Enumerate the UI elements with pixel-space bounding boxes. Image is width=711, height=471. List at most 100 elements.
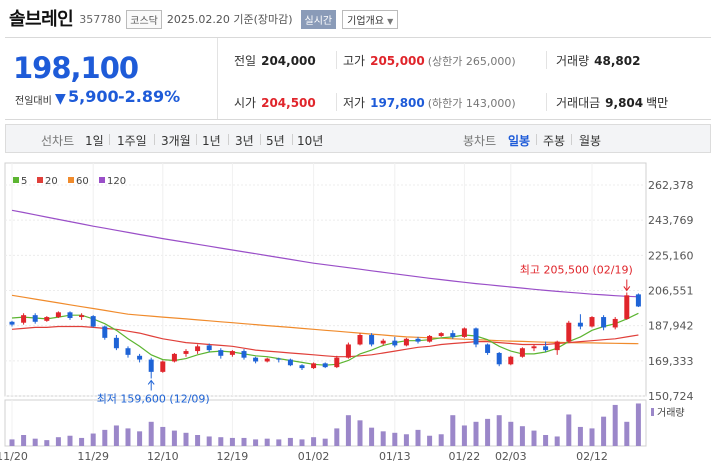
volume-bar	[287, 437, 293, 446]
period-10y[interactable]: 10년	[297, 134, 324, 148]
y-tick-label: 243,769	[648, 214, 694, 227]
volume-bar	[635, 403, 641, 446]
volume-bar	[90, 433, 96, 446]
candle-body	[577, 322, 583, 327]
candle-body	[206, 345, 212, 351]
amount-value: 9,804	[605, 96, 644, 110]
candle-body	[334, 357, 340, 368]
period-selector: 선차트 1일 1주일 3개월 1년 3년 5년 10년 봉차트 일봉 주봉 월봉	[5, 124, 711, 153]
volume-bar	[67, 435, 73, 446]
volume-bar	[102, 429, 108, 446]
volume-bar	[345, 415, 351, 446]
y-tick-label: 262,378	[648, 179, 694, 192]
amount-cell: 거래대금 9,804 백만	[556, 94, 668, 111]
candle-body	[322, 363, 328, 368]
candle-body	[357, 335, 363, 345]
divider	[546, 93, 547, 111]
period-3m[interactable]: 3개월	[161, 134, 191, 148]
volume-bar	[125, 428, 131, 446]
period-monthly[interactable]: 월봉	[579, 134, 602, 148]
candle-body	[102, 326, 108, 338]
candle-body	[531, 346, 537, 349]
line-chart-label: 선차트	[41, 134, 75, 148]
x-tick-label: 02/03	[495, 450, 527, 463]
legend-label-60: 60	[76, 176, 89, 187]
amount-label: 거래대금	[556, 96, 601, 110]
candle-body	[311, 363, 317, 369]
down-arrow-icon: ▼	[55, 91, 66, 107]
company-overview-dropdown[interactable]: 기업개요 ▼	[342, 9, 399, 29]
market-badge: 코스닥	[126, 9, 162, 29]
period-1w[interactable]: 1주일	[117, 134, 147, 148]
candle-body	[241, 351, 247, 358]
candle-chart-label: 봉차트	[463, 134, 497, 148]
period-daily[interactable]: 일봉	[508, 134, 531, 148]
divider	[546, 51, 547, 69]
candle-body	[427, 335, 433, 342]
volume-bar	[566, 414, 572, 446]
period-3y[interactable]: 3년	[235, 134, 254, 148]
change-value: 5,900	[68, 87, 119, 106]
volume-bar	[137, 431, 143, 446]
volume-bar	[148, 421, 154, 446]
volume-bar	[357, 420, 363, 446]
period-1d[interactable]: 1일	[85, 134, 104, 148]
volume-bar	[496, 415, 502, 446]
volume-bar	[531, 430, 537, 446]
candle-body	[601, 317, 607, 328]
volume-cell: 거래량 48,802	[556, 52, 640, 69]
change-percent: -2.89%	[118, 87, 181, 106]
candle-body	[380, 340, 386, 344]
volume-bar	[380, 431, 386, 446]
volume-bar	[612, 404, 618, 446]
legend-label-20: 20	[45, 176, 58, 187]
max-arrow-icon	[623, 286, 631, 292]
candle-body	[55, 312, 61, 318]
candle-body	[345, 344, 351, 358]
candle-body	[160, 361, 166, 372]
ma-line-60	[11, 294, 639, 345]
ma-line-120	[11, 209, 639, 298]
volume-bar	[253, 439, 259, 446]
y-tick-label: 225,160	[648, 249, 694, 262]
period-1y[interactable]: 1년	[202, 134, 221, 148]
volume-legend-swatch	[651, 408, 654, 416]
candle-body	[148, 359, 154, 372]
open-label: 시가	[234, 96, 257, 110]
period-weekly[interactable]: 주봉	[543, 134, 566, 148]
candle-body	[264, 358, 270, 362]
volume-bar	[160, 426, 166, 446]
candle-body	[415, 338, 421, 342]
realtime-button[interactable]: 실시간	[300, 9, 337, 29]
volume-legend-label: 거래량	[657, 407, 685, 419]
lower-limit: (하한가 143,000)	[427, 97, 516, 110]
low-label: 저가	[343, 96, 366, 110]
divider	[571, 134, 572, 145]
volume-bar	[334, 428, 340, 446]
volume-bar	[624, 421, 630, 446]
volume-bar	[195, 435, 201, 446]
candle-body	[403, 338, 409, 346]
candle-body	[624, 295, 630, 319]
stock-chart[interactable]: 262,378 243,769 225,160 206,551 187,942 169,3…	[0, 153, 711, 471]
volume-bar	[21, 435, 27, 446]
period-5y[interactable]: 5년	[266, 134, 285, 148]
stock-name: 솔브레인	[9, 9, 74, 30]
volume-bar	[601, 416, 607, 446]
candle-body	[253, 357, 259, 362]
candlestick-chart[interactable]: 262,378 243,769 225,160 206,551 187,942 169,3…	[0, 153, 711, 471]
volume-bar	[206, 436, 212, 446]
candle-body	[137, 355, 143, 360]
volume-bar	[218, 437, 224, 446]
candle-body	[67, 312, 73, 318]
legend-swatch-60	[68, 177, 74, 183]
x-tick-label: 01/22	[449, 450, 481, 463]
stock-code: 357780	[79, 13, 122, 26]
candle-body	[543, 346, 549, 351]
volume-bar	[322, 438, 328, 446]
open-value: 204,500	[261, 96, 316, 110]
x-tick-label: 11/20	[0, 450, 28, 463]
legend-swatch-5	[13, 177, 19, 183]
y-tick-label: 169,333	[648, 355, 694, 368]
candle-body	[392, 340, 398, 346]
